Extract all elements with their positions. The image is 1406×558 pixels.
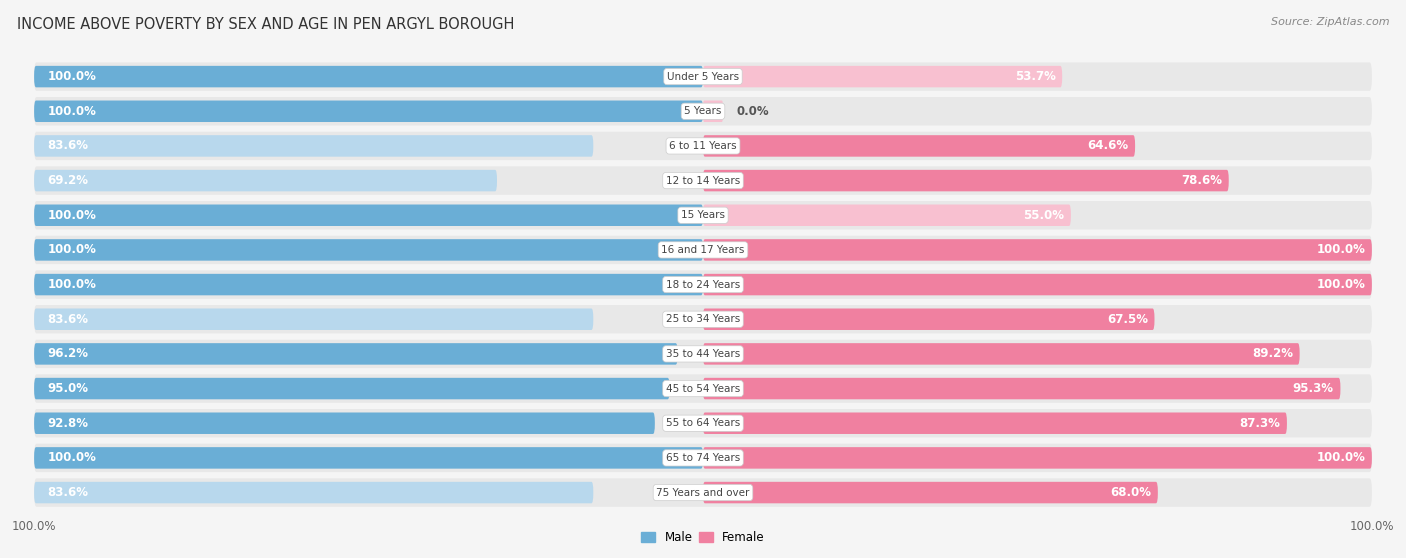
Text: 83.6%: 83.6% bbox=[48, 140, 89, 152]
Text: 45 to 54 Years: 45 to 54 Years bbox=[666, 383, 740, 393]
Text: 95.3%: 95.3% bbox=[1292, 382, 1334, 395]
FancyBboxPatch shape bbox=[34, 235, 1372, 264]
Text: 55 to 64 Years: 55 to 64 Years bbox=[666, 418, 740, 428]
FancyBboxPatch shape bbox=[703, 239, 1372, 261]
Text: 0.0%: 0.0% bbox=[737, 105, 769, 118]
FancyBboxPatch shape bbox=[703, 309, 1154, 330]
FancyBboxPatch shape bbox=[34, 170, 496, 191]
Text: 55.0%: 55.0% bbox=[1024, 209, 1064, 222]
FancyBboxPatch shape bbox=[34, 343, 678, 365]
FancyBboxPatch shape bbox=[703, 66, 1062, 88]
Text: Under 5 Years: Under 5 Years bbox=[666, 71, 740, 81]
Text: 15 Years: 15 Years bbox=[681, 210, 725, 220]
Text: 100.0%: 100.0% bbox=[48, 243, 97, 257]
Text: 83.6%: 83.6% bbox=[48, 312, 89, 326]
Text: 96.2%: 96.2% bbox=[48, 348, 89, 360]
FancyBboxPatch shape bbox=[34, 132, 1372, 160]
FancyBboxPatch shape bbox=[34, 309, 593, 330]
Text: 65 to 74 Years: 65 to 74 Years bbox=[666, 453, 740, 463]
Text: 78.6%: 78.6% bbox=[1181, 174, 1222, 187]
Text: 100.0%: 100.0% bbox=[1316, 451, 1365, 464]
Text: 75 Years and over: 75 Years and over bbox=[657, 488, 749, 498]
FancyBboxPatch shape bbox=[34, 378, 669, 400]
Text: Source: ZipAtlas.com: Source: ZipAtlas.com bbox=[1271, 17, 1389, 27]
FancyBboxPatch shape bbox=[703, 170, 1229, 191]
Text: 83.6%: 83.6% bbox=[48, 486, 89, 499]
FancyBboxPatch shape bbox=[34, 205, 703, 226]
FancyBboxPatch shape bbox=[703, 412, 1286, 434]
FancyBboxPatch shape bbox=[34, 374, 1372, 403]
Text: INCOME ABOVE POVERTY BY SEX AND AGE IN PEN ARGYL BOROUGH: INCOME ABOVE POVERTY BY SEX AND AGE IN P… bbox=[17, 17, 515, 32]
FancyBboxPatch shape bbox=[703, 482, 1157, 503]
FancyBboxPatch shape bbox=[34, 97, 1372, 126]
Text: 12 to 14 Years: 12 to 14 Years bbox=[666, 176, 740, 186]
FancyBboxPatch shape bbox=[703, 100, 723, 122]
Text: 100.0%: 100.0% bbox=[1316, 278, 1365, 291]
Text: 87.3%: 87.3% bbox=[1239, 417, 1281, 430]
Text: 89.2%: 89.2% bbox=[1251, 348, 1294, 360]
Text: 68.0%: 68.0% bbox=[1111, 486, 1152, 499]
FancyBboxPatch shape bbox=[703, 343, 1299, 365]
Text: 64.6%: 64.6% bbox=[1087, 140, 1129, 152]
Text: 53.7%: 53.7% bbox=[1015, 70, 1056, 83]
FancyBboxPatch shape bbox=[34, 166, 1372, 195]
FancyBboxPatch shape bbox=[34, 274, 703, 295]
FancyBboxPatch shape bbox=[703, 135, 1135, 157]
Text: 95.0%: 95.0% bbox=[48, 382, 89, 395]
Text: 67.5%: 67.5% bbox=[1107, 312, 1147, 326]
Text: 16 and 17 Years: 16 and 17 Years bbox=[661, 245, 745, 255]
Text: 100.0%: 100.0% bbox=[48, 451, 97, 464]
Text: 25 to 34 Years: 25 to 34 Years bbox=[666, 314, 740, 324]
FancyBboxPatch shape bbox=[34, 201, 1372, 229]
FancyBboxPatch shape bbox=[34, 305, 1372, 334]
Text: 18 to 24 Years: 18 to 24 Years bbox=[666, 280, 740, 290]
FancyBboxPatch shape bbox=[34, 412, 655, 434]
Text: 5 Years: 5 Years bbox=[685, 106, 721, 116]
FancyBboxPatch shape bbox=[703, 205, 1071, 226]
Text: 92.8%: 92.8% bbox=[48, 417, 89, 430]
FancyBboxPatch shape bbox=[703, 378, 1340, 400]
Text: 100.0%: 100.0% bbox=[48, 105, 97, 118]
FancyBboxPatch shape bbox=[34, 66, 703, 88]
FancyBboxPatch shape bbox=[34, 135, 593, 157]
Text: 35 to 44 Years: 35 to 44 Years bbox=[666, 349, 740, 359]
FancyBboxPatch shape bbox=[34, 444, 1372, 472]
FancyBboxPatch shape bbox=[703, 274, 1372, 295]
FancyBboxPatch shape bbox=[34, 100, 703, 122]
Text: 100.0%: 100.0% bbox=[48, 278, 97, 291]
Text: 100.0%: 100.0% bbox=[48, 70, 97, 83]
Legend: Male, Female: Male, Female bbox=[637, 526, 769, 549]
FancyBboxPatch shape bbox=[703, 447, 1372, 469]
FancyBboxPatch shape bbox=[34, 62, 1372, 91]
Text: 69.2%: 69.2% bbox=[48, 174, 89, 187]
FancyBboxPatch shape bbox=[34, 447, 703, 469]
FancyBboxPatch shape bbox=[34, 482, 593, 503]
FancyBboxPatch shape bbox=[34, 271, 1372, 299]
Text: 6 to 11 Years: 6 to 11 Years bbox=[669, 141, 737, 151]
Text: 100.0%: 100.0% bbox=[48, 209, 97, 222]
FancyBboxPatch shape bbox=[34, 409, 1372, 437]
FancyBboxPatch shape bbox=[34, 239, 703, 261]
FancyBboxPatch shape bbox=[34, 478, 1372, 507]
FancyBboxPatch shape bbox=[34, 340, 1372, 368]
Text: 100.0%: 100.0% bbox=[1316, 243, 1365, 257]
